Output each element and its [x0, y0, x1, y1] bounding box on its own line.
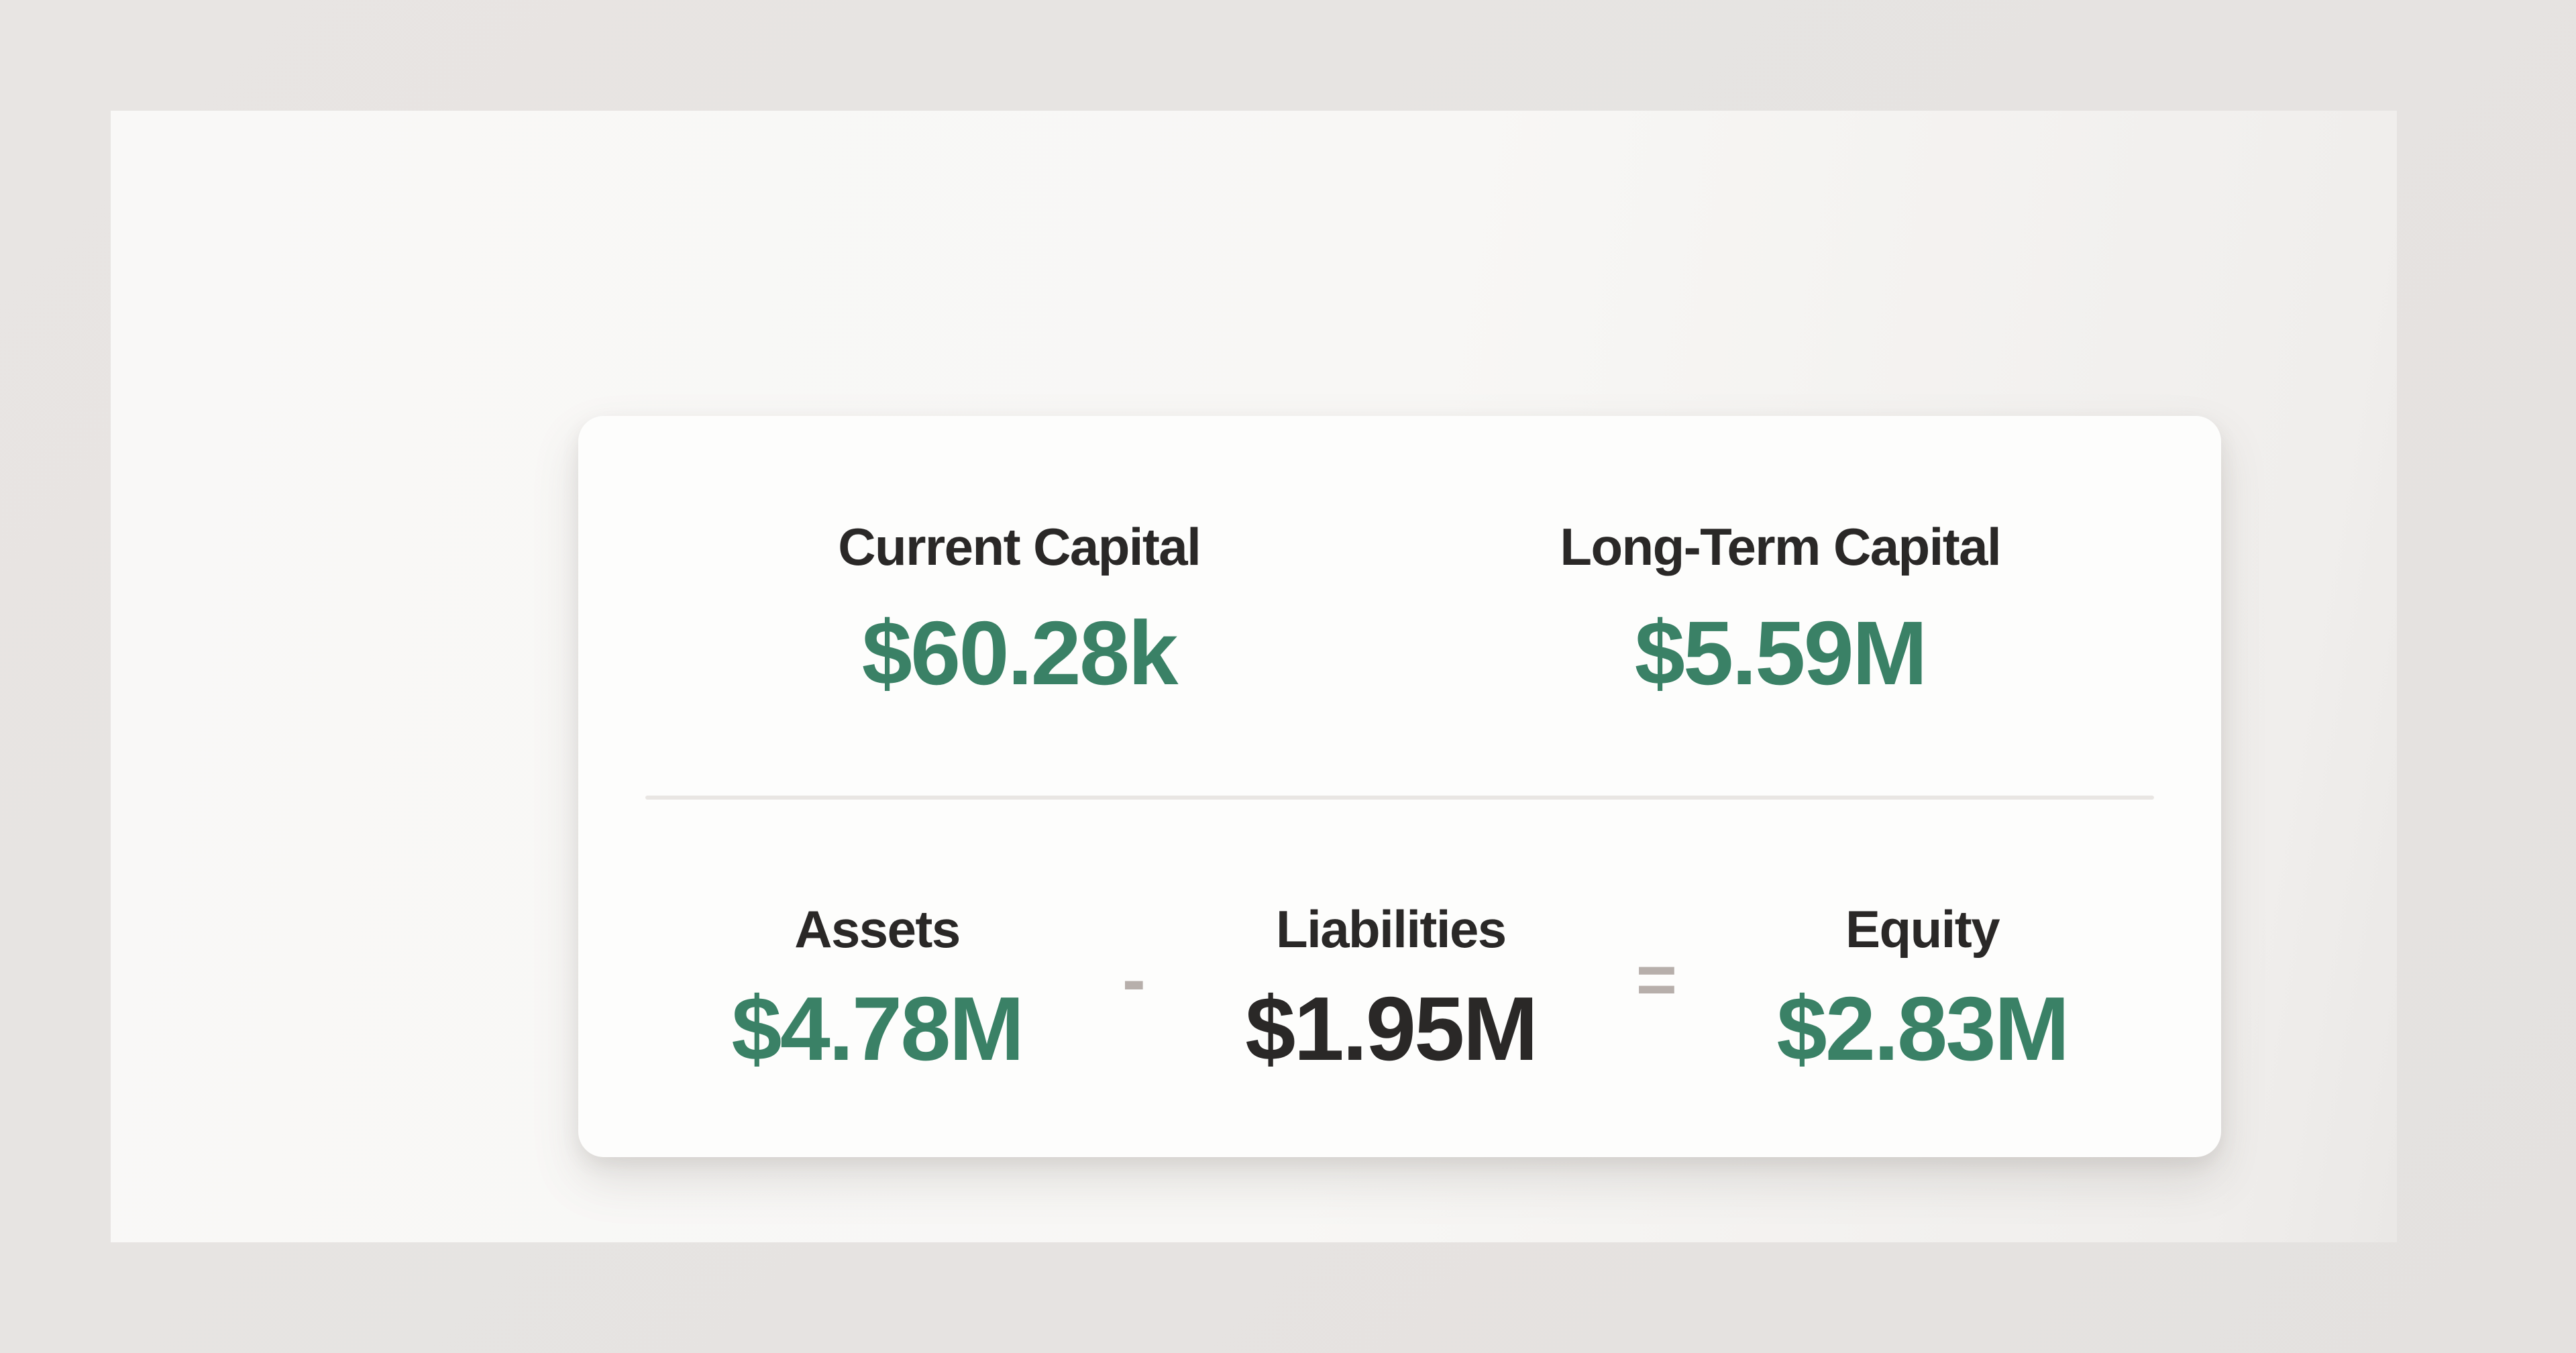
minus-operator: - [1122, 940, 1146, 1019]
liabilities-value: $1.95M [1245, 978, 1538, 1079]
current-capital-value: $60.28k [861, 602, 1179, 704]
content-panel: Current Capital $60.28k Long-Term Capita… [111, 111, 2397, 1242]
current-capital-label: Current Capital [838, 517, 1201, 576]
current-capital-stat: Current Capital $60.28k [639, 517, 1400, 703]
liabilities-stat: Liabilities $1.95M [1152, 899, 1629, 1079]
long-term-capital-label: Long-Term Capital [1560, 517, 2001, 576]
equity-value: $2.83M [1776, 978, 2070, 1079]
equals-operator: = [1635, 940, 1678, 1019]
long-term-capital-stat: Long-Term Capital $5.59M [1400, 517, 2161, 703]
capital-summary-card: Current Capital $60.28k Long-Term Capita… [578, 416, 2221, 1157]
balance-equation-row: Assets $4.78M - Liabilities $1.95M = Equ… [639, 899, 2161, 1079]
liabilities-label: Liabilities [1276, 900, 1507, 959]
assets-label: Assets [794, 900, 961, 959]
assets-stat: Assets $4.78M [639, 899, 1116, 1079]
equity-stat: Equity $2.83M [1684, 899, 2161, 1079]
equity-label: Equity [1845, 900, 2000, 959]
long-term-capital-value: $5.59M [1634, 602, 1928, 704]
card-divider [645, 796, 2154, 800]
capital-stats-row: Current Capital $60.28k Long-Term Capita… [639, 517, 2161, 703]
assets-value: $4.78M [731, 978, 1024, 1079]
